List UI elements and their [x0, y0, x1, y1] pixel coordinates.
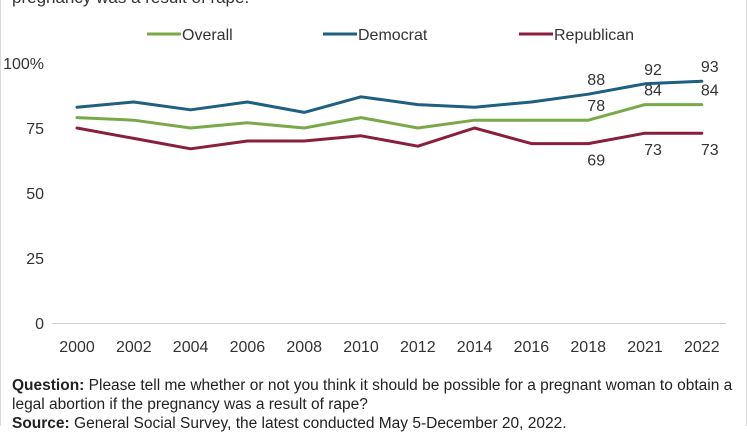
- series-lines: [75, 79, 704, 151]
- data-label-overall: 78: [587, 98, 605, 115]
- data-labels: 78 84 84 88 92 93 69 73 73: [587, 59, 718, 169]
- data-label-republican: 73: [644, 142, 662, 159]
- data-label-overall: 84: [701, 83, 719, 100]
- data-label-republican: 69: [587, 153, 605, 170]
- chart-footer: Question: Please tell me whether or not …: [12, 376, 740, 433]
- source-note: Source: General Social Survey, the lates…: [12, 414, 740, 433]
- x-tick-label: 2016: [514, 339, 550, 356]
- x-tick-label: 2012: [400, 339, 436, 356]
- y-axis: 0 25 50 75 100%: [3, 56, 44, 333]
- legend-label-republican: Republican: [554, 27, 634, 44]
- data-label-overall: 84: [644, 83, 662, 100]
- line-chart: Overall Democrat Republican 0 25 50 75 100% 20…: [3, 27, 726, 356]
- x-tick-label: 2021: [627, 339, 663, 356]
- question-text: Please tell me whether or not you think …: [12, 377, 733, 413]
- series-line-overall: [75, 103, 704, 130]
- y-tick-label: 0: [35, 316, 44, 333]
- question-note: Question: Please tell me whether or not …: [12, 376, 740, 414]
- data-label-republican: 73: [701, 142, 719, 159]
- series-line-republican: [75, 126, 704, 151]
- y-tick-label: 100%: [3, 56, 44, 73]
- y-tick-label: 75: [26, 121, 44, 138]
- chart-legend: Overall Democrat Republican: [147, 27, 634, 44]
- frame-left-border: [0, 0, 1, 426]
- data-label-democrat: 92: [644, 62, 662, 79]
- y-tick-label: 50: [26, 186, 44, 203]
- data-label-democrat: 93: [701, 59, 719, 76]
- x-axis: 2000 2002 2004 2006 2008 2010 2012 2014 2016 2018…: [59, 339, 719, 356]
- source-label: Source:: [12, 415, 70, 432]
- chart-title: pregnancy was a result of rape.: [12, 0, 249, 8]
- source-text: General Social Survey, the latest conduc…: [74, 415, 567, 432]
- data-label-democrat: 88: [587, 72, 605, 89]
- x-tick-label: 2014: [457, 339, 493, 356]
- question-label: Question:: [12, 377, 85, 394]
- x-tick-label: 2010: [343, 339, 379, 356]
- x-tick-label: 2000: [59, 339, 95, 356]
- x-tick-label: 2008: [286, 339, 322, 356]
- x-tick-label: 2006: [230, 339, 266, 356]
- x-tick-label: 2004: [173, 339, 209, 356]
- legend-label-overall: Overall: [182, 27, 233, 44]
- x-tick-label: 2018: [570, 339, 606, 356]
- legend-label-democrat: Democrat: [358, 27, 428, 44]
- series-line-democrat: [75, 79, 704, 114]
- x-tick-label: 2022: [684, 339, 720, 356]
- y-tick-label: 25: [26, 251, 44, 268]
- x-tick-label: 2002: [116, 339, 152, 356]
